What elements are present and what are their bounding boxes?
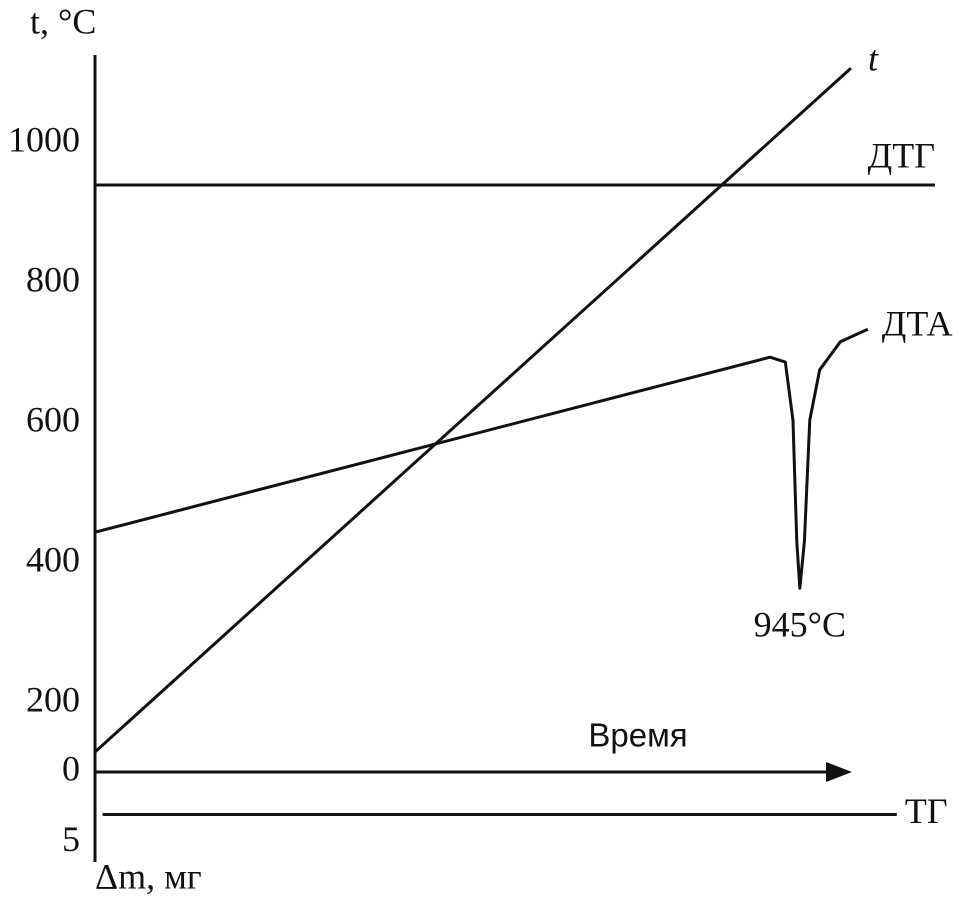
y-tick-label: 200 [26,679,80,719]
series-line [94,327,869,590]
series-label: t [868,38,879,78]
y-tick-label: 0 [62,748,80,788]
series-label: ДТА [882,303,953,343]
y-tick-label: 5 [62,819,80,859]
y-tick-label: 1000 [8,119,80,159]
y-axis-title: t, °C [30,1,96,41]
annotation: 945°C [754,604,846,644]
x-axis-title: Время [588,717,687,754]
y-tick-label: 600 [26,399,80,439]
arrow-head [826,762,852,782]
y-axis-title: Δm, мг [95,856,202,896]
series-label: ДТГ [868,135,935,175]
y-tick-label: 800 [26,259,80,299]
series-label: ТГ [905,791,948,831]
y-tick-label: 400 [26,539,80,579]
series-line [93,66,853,754]
